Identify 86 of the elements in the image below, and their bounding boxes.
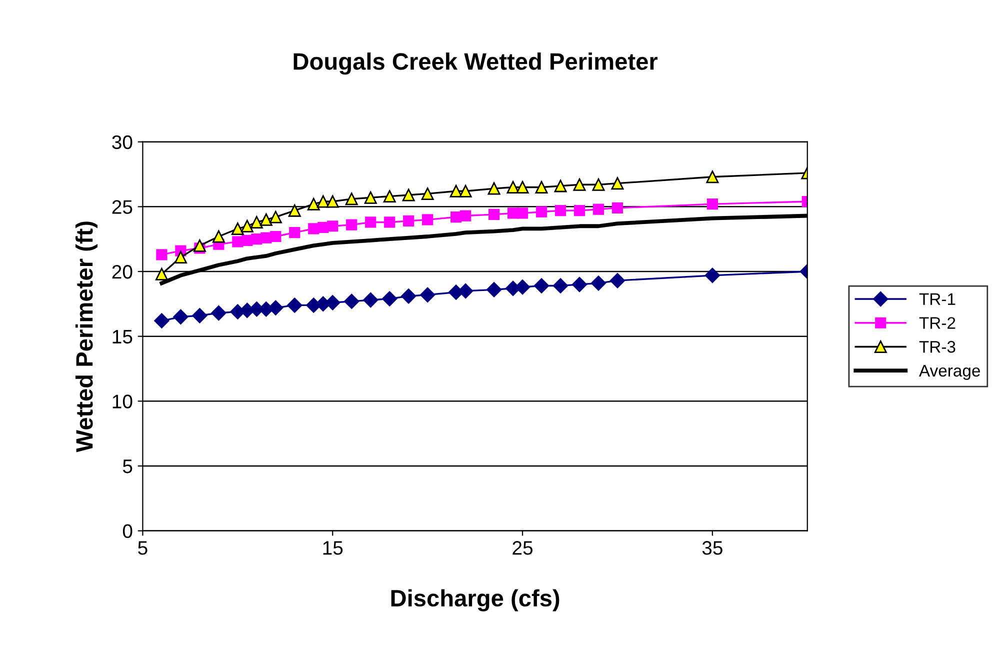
- point: [154, 313, 170, 328]
- point: [506, 180, 520, 194]
- point: [212, 230, 225, 243]
- point: [402, 188, 415, 202]
- y-tick-label: 10: [112, 394, 132, 408]
- point: [574, 205, 586, 216]
- point: [534, 278, 550, 294]
- point: [326, 195, 339, 208]
- point: [269, 210, 282, 224]
- point: [536, 206, 548, 218]
- point: [403, 215, 414, 226]
- point: [346, 219, 358, 230]
- y-tick-label: 20: [112, 264, 132, 279]
- point: [307, 198, 320, 210]
- point: [287, 298, 302, 313]
- x-tick-label: 5: [138, 541, 148, 555]
- legend-label: TR-3: [919, 340, 956, 353]
- point: [384, 216, 396, 228]
- y-axis-title: Wetted Perimeter (ft): [75, 222, 98, 452]
- point: [289, 227, 300, 238]
- point: [173, 309, 188, 324]
- point: [344, 294, 360, 309]
- point: [327, 220, 338, 232]
- point: [612, 202, 624, 214]
- point: [572, 276, 588, 292]
- point: [552, 278, 568, 294]
- point: [316, 195, 330, 208]
- point: [174, 250, 187, 264]
- point: [260, 213, 272, 226]
- point: [573, 178, 586, 191]
- point: [382, 291, 398, 306]
- point: [401, 288, 416, 304]
- point: [450, 184, 462, 198]
- point: [420, 287, 436, 302]
- x-tick-label: 35: [702, 541, 722, 555]
- y-tick-label: 0: [122, 524, 132, 538]
- y-tick-label: 15: [112, 330, 132, 344]
- y-tick-label: 5: [122, 460, 132, 474]
- chart-title: Dougals Creek Wetted Perimeter: [294, 52, 658, 75]
- point: [325, 295, 340, 310]
- point: [240, 220, 254, 232]
- point: [459, 184, 472, 198]
- point: [156, 249, 168, 260]
- y-tick-label: 25: [112, 200, 132, 214]
- point: [250, 216, 263, 228]
- point: [365, 216, 376, 228]
- legend-label: TR-1: [919, 293, 956, 305]
- point: [460, 210, 472, 222]
- point: [308, 223, 320, 234]
- x-tick-label: 15: [323, 541, 343, 555]
- point: [155, 268, 168, 280]
- point: [421, 187, 434, 200]
- point: [270, 230, 282, 242]
- point: [706, 198, 718, 210]
- legend-label: Average: [918, 364, 980, 380]
- point: [422, 214, 434, 226]
- point: [488, 208, 500, 220]
- point: [516, 180, 529, 194]
- point: [364, 191, 377, 204]
- legend-label: TR-2: [919, 317, 956, 329]
- y-tick-label: 30: [112, 135, 132, 150]
- point: [554, 180, 567, 192]
- point: [383, 190, 396, 203]
- point: [268, 300, 284, 316]
- point: [592, 204, 604, 215]
- point: [345, 192, 358, 206]
- point: [486, 282, 502, 298]
- point: [231, 222, 244, 235]
- point: [590, 276, 606, 291]
- point: [211, 305, 226, 321]
- point: [706, 170, 719, 184]
- point: [488, 182, 500, 195]
- point: [288, 204, 301, 217]
- point: [535, 180, 548, 194]
- x-axis-title: Discharge (cfs): [391, 589, 560, 612]
- point: [516, 208, 528, 219]
- point: [554, 205, 566, 216]
- point: [610, 273, 626, 288]
- point: [192, 308, 208, 324]
- point: [592, 178, 605, 191]
- point: [611, 177, 624, 190]
- point: [363, 292, 378, 308]
- point: [260, 232, 272, 244]
- x-tick-label: 25: [512, 541, 533, 555]
- point: [704, 268, 720, 283]
- point: [193, 239, 206, 252]
